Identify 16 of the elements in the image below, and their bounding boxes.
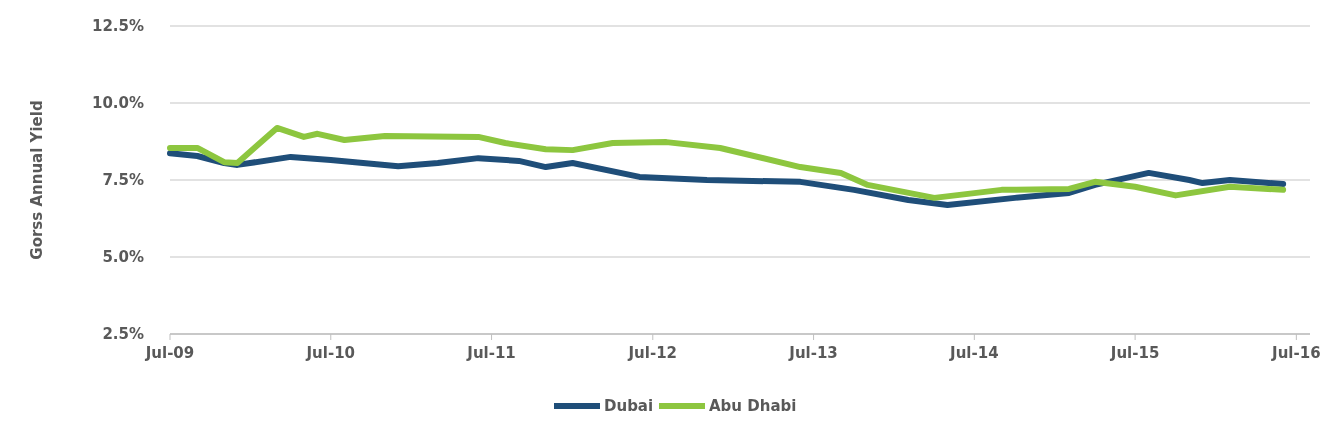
legend-label: Abu Dhabi (709, 397, 797, 415)
y-tick-label: 5.0% (102, 248, 144, 266)
x-tick-label: Jul-10 (305, 344, 356, 362)
legend-label: Dubai (604, 397, 654, 415)
x-tick-label: Jul-11 (466, 344, 516, 362)
x-tick-label: Jul-12 (627, 344, 678, 362)
y-tick-label: 7.5% (102, 171, 144, 189)
y-tick-label: 10.0% (91, 94, 144, 112)
y-tick-label: 2.5% (102, 325, 144, 343)
y-axis-title: Gorss Annual Yield (28, 100, 46, 260)
x-tick-label: Jul-13 (788, 344, 838, 362)
x-tick-label: Jul-14 (949, 344, 999, 362)
y-tick-label: 12.5% (91, 17, 144, 35)
x-tick-label: Jul-15 (1109, 344, 1160, 362)
x-tick-label: Jul-09 (144, 344, 195, 362)
x-tick-label: Jul-16 (1271, 344, 1321, 362)
